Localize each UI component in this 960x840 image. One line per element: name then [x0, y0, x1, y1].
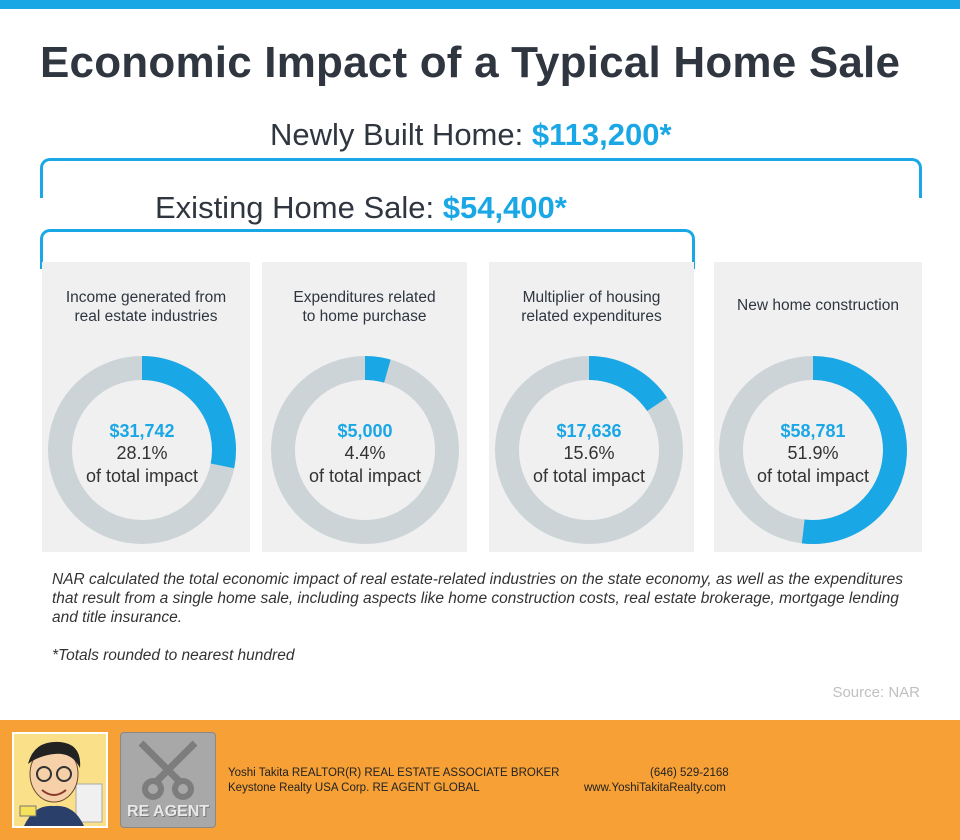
- panel-label: Expenditures related to home purchase: [262, 288, 467, 326]
- donut-chart: [495, 356, 683, 544]
- panel-label: Multiplier of housing related expenditur…: [489, 288, 694, 326]
- panel-income: Income generated from real estate indust…: [42, 262, 250, 552]
- panel-label-line: real estate industries: [74, 308, 218, 325]
- panel-label-line: Multiplier of housing: [522, 289, 661, 306]
- donut-amount: $31,742: [109, 421, 175, 441]
- donut-percent: 4.4%: [344, 443, 386, 463]
- page-title: Economic Impact of a Typical Home Sale: [40, 38, 901, 87]
- existing-home-label: Existing Home Sale:: [155, 190, 443, 225]
- agent-footer: RE AGENT Yoshi Takita REALTOR(R) REAL ES…: [0, 720, 960, 840]
- panel-label-line: related expenditures: [521, 308, 662, 325]
- re-agent-logo: RE AGENT: [120, 732, 216, 828]
- newly-built-value: $113,200*: [531, 117, 672, 152]
- source-label: Source: NAR: [832, 684, 920, 701]
- donut-amount: $17,636: [556, 421, 622, 441]
- donut-chart: [271, 356, 459, 544]
- newly-built-bracket: [40, 158, 922, 198]
- donut-amount: $58,781: [780, 421, 846, 441]
- panel-label-line: Expenditures related: [293, 289, 436, 306]
- newly-built-heading: Newly Built Home: $113,200*: [270, 117, 672, 153]
- panel-new-construction: New home construction $58,781 51.9% of t…: [714, 262, 922, 552]
- newly-built-label: Newly Built Home:: [270, 117, 532, 152]
- panel-expenditures: Expenditures related to home purchase $5…: [262, 262, 467, 552]
- existing-home-heading: Existing Home Sale: $54,400*: [155, 190, 567, 226]
- donut-of-total: of total impact: [756, 466, 870, 486]
- donut-chart: [48, 356, 236, 544]
- agent-website-link[interactable]: www.YoshiTakitaRealty.com: [584, 782, 726, 794]
- agent-company-line: Keystone Realty USA Corp. RE AGENT GLOBA…: [228, 782, 480, 794]
- donut-center: $5,000 4.4% of total impact: [295, 420, 435, 488]
- donut-center: $17,636 15.6% of total impact: [519, 420, 659, 488]
- donut-slice: [364, 356, 391, 383]
- top-accent-bar: [0, 0, 960, 9]
- donut-chart: [719, 356, 907, 544]
- panel-label-line: Income generated from: [65, 289, 227, 306]
- agent-name-line: Yoshi Takita REALTOR(R) REAL ESTATE ASSO…: [228, 767, 560, 779]
- donut-amount: $5,000: [337, 421, 393, 441]
- donut-center: $58,781 51.9% of total impact: [743, 420, 883, 488]
- agent-caricature-image: [12, 732, 108, 828]
- panel-label-line: New home construction: [737, 297, 899, 314]
- panel-label: Income generated from real estate indust…: [42, 288, 250, 326]
- donut-of-total: of total impact: [308, 466, 422, 486]
- donut-of-total: of total impact: [85, 466, 199, 486]
- agent-phone: (646) 529-2168: [650, 767, 729, 779]
- panel-label: New home construction: [714, 296, 922, 315]
- donut-percent: 28.1%: [116, 443, 168, 463]
- panel-label-line: to home purchase: [302, 308, 427, 325]
- donut-percent: 15.6%: [563, 443, 615, 463]
- methodology-note: NAR calculated the total economic impact…: [52, 571, 903, 626]
- existing-home-bracket: [40, 229, 695, 269]
- donut-slice: [141, 356, 236, 469]
- donut-slice: [801, 356, 907, 544]
- donut-center: $31,742 28.1% of total impact: [72, 420, 212, 488]
- panel-multiplier: Multiplier of housing related expenditur…: [489, 262, 694, 552]
- donut-slice: [588, 356, 668, 412]
- existing-home-value: $54,400*: [442, 190, 567, 225]
- donut-percent: 51.9%: [787, 443, 839, 463]
- totals-note: *Totals rounded to nearest hundred: [52, 647, 295, 664]
- donut-of-total: of total impact: [532, 466, 646, 486]
- logo-text: RE AGENT: [126, 803, 210, 820]
